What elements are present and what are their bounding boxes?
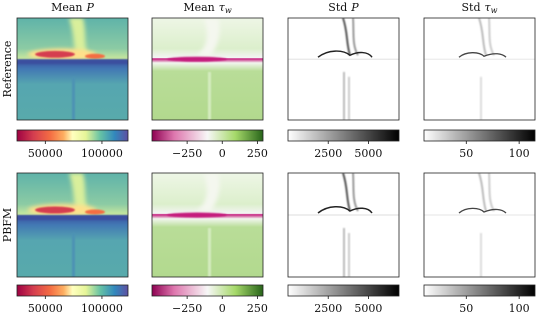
colorbar (423, 284, 536, 297)
heatmap-frame (287, 17, 400, 121)
colorbar (16, 129, 129, 142)
colorbar (423, 129, 536, 142)
row-label: Reference (1, 41, 14, 98)
heatmap-frame (16, 17, 129, 121)
colorbar-tick-label: 100000 (81, 302, 123, 315)
heatmap-frame (16, 172, 129, 278)
heatmap (152, 18, 263, 120)
colorbar-tick-label: 50 (459, 302, 473, 315)
colorbar-tick-label: 50 (459, 147, 473, 160)
heatmap-frame (151, 17, 264, 121)
heatmap-frame (151, 172, 264, 278)
colorbar (287, 284, 400, 297)
colorbar (16, 284, 129, 297)
colorbar-tick-label: −250 (172, 147, 202, 160)
colorbar-tick-label: 5000 (354, 147, 382, 160)
colorbar-tick-label: 5000 (354, 302, 382, 315)
title-symbol: τ (219, 1, 226, 14)
colorbar-tick-label: 100 (509, 302, 530, 315)
heatmap (288, 18, 399, 120)
heatmap (17, 18, 128, 120)
title-label: Std (328, 1, 347, 14)
heatmap (17, 173, 128, 277)
column-title: Std τw (462, 1, 498, 15)
column-title: Mean τw (183, 1, 232, 15)
title-label: Std (462, 1, 481, 14)
colorbar-tick-label: −250 (172, 302, 202, 315)
title-symbol: τ (485, 1, 492, 14)
title-subscript: w (491, 6, 498, 15)
colorbar-tick-label: 100000 (81, 147, 123, 160)
heatmap-frame (423, 172, 536, 278)
colorbar (151, 284, 264, 297)
colorbar-tick-label: 50000 (28, 302, 63, 315)
heatmap (424, 18, 535, 120)
heatmap-frame (287, 172, 400, 278)
colorbar (151, 129, 264, 142)
heatmap-frame (423, 17, 536, 121)
column-title: Std P (328, 1, 359, 14)
colorbar-tick-label: 2500 (314, 302, 342, 315)
title-symbol: P (86, 1, 95, 14)
colorbar-tick-label: 0 (219, 302, 226, 315)
title-subscript: w (225, 6, 232, 15)
column-title: Mean P (51, 1, 94, 14)
colorbar (287, 129, 400, 142)
colorbar-tick-label: 250 (247, 302, 268, 315)
colorbar-tick-label: 250 (247, 147, 268, 160)
heatmap (152, 173, 263, 277)
row-label: PBFM (1, 208, 14, 242)
heatmap (424, 173, 535, 277)
colorbar-tick-label: 50000 (28, 147, 63, 160)
title-symbol: P (350, 1, 359, 14)
colorbar-tick-label: 2500 (314, 147, 342, 160)
title-label: Mean (183, 1, 214, 14)
heatmap (288, 173, 399, 277)
title-label: Mean (51, 1, 82, 14)
colorbar-tick-label: 100 (509, 147, 530, 160)
colorbar-tick-label: 0 (219, 147, 226, 160)
